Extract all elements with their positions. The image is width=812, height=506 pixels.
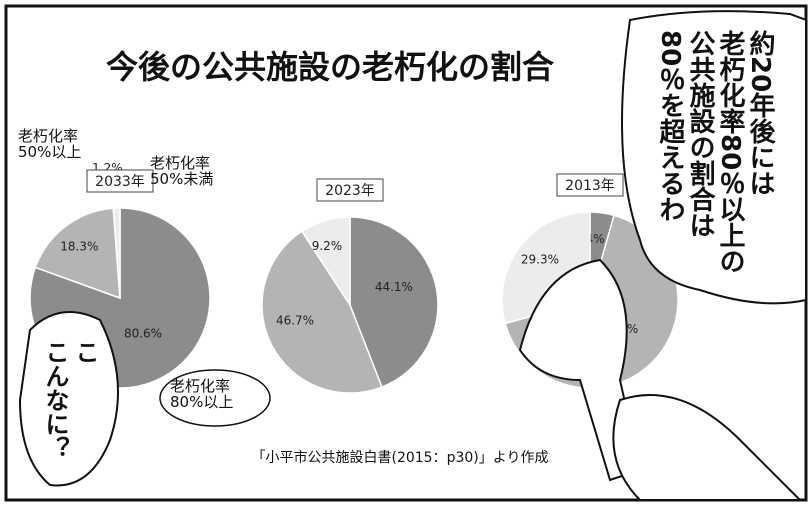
category-label: 老朽化率 80%以上 [170,378,233,410]
category-label: 老朽化率 50%未満 [150,155,213,187]
value-label: 80.6% [124,327,162,341]
speech-text: ここんなに？ [40,340,100,490]
speech-line: こんなに？ [40,340,70,490]
page: 今後の公共施設の老朽化の割合 「小平市公共施設白書(2015：p30)」より作成… [0,0,812,506]
speech-line: 約20年後には [745,30,775,300]
value-label: 44.1% [375,280,413,294]
value-label: 9.2% [312,239,343,253]
source-note: 「小平市公共施設白書(2015：p30)」より作成 [252,449,549,466]
value-label: 18.3% [60,240,98,254]
value-label: 46.7% [276,314,314,328]
pie-title: 2013年 [565,178,615,194]
speech-line: 公共施設の割合は [685,30,715,300]
category-label: 老朽化率 50%以上 [18,128,81,160]
pie-title: 2023年 [325,183,375,199]
value-label: 29.3% [521,253,559,267]
speech-line: こ [70,340,100,490]
pie-title: 2033年 [95,174,145,190]
chart-title: 今後の公共施設の老朽化の割合 [106,48,554,86]
speech-line: 80％を超えるわ [655,30,685,300]
speech-line: 老朽化率80％以上の [715,30,745,300]
